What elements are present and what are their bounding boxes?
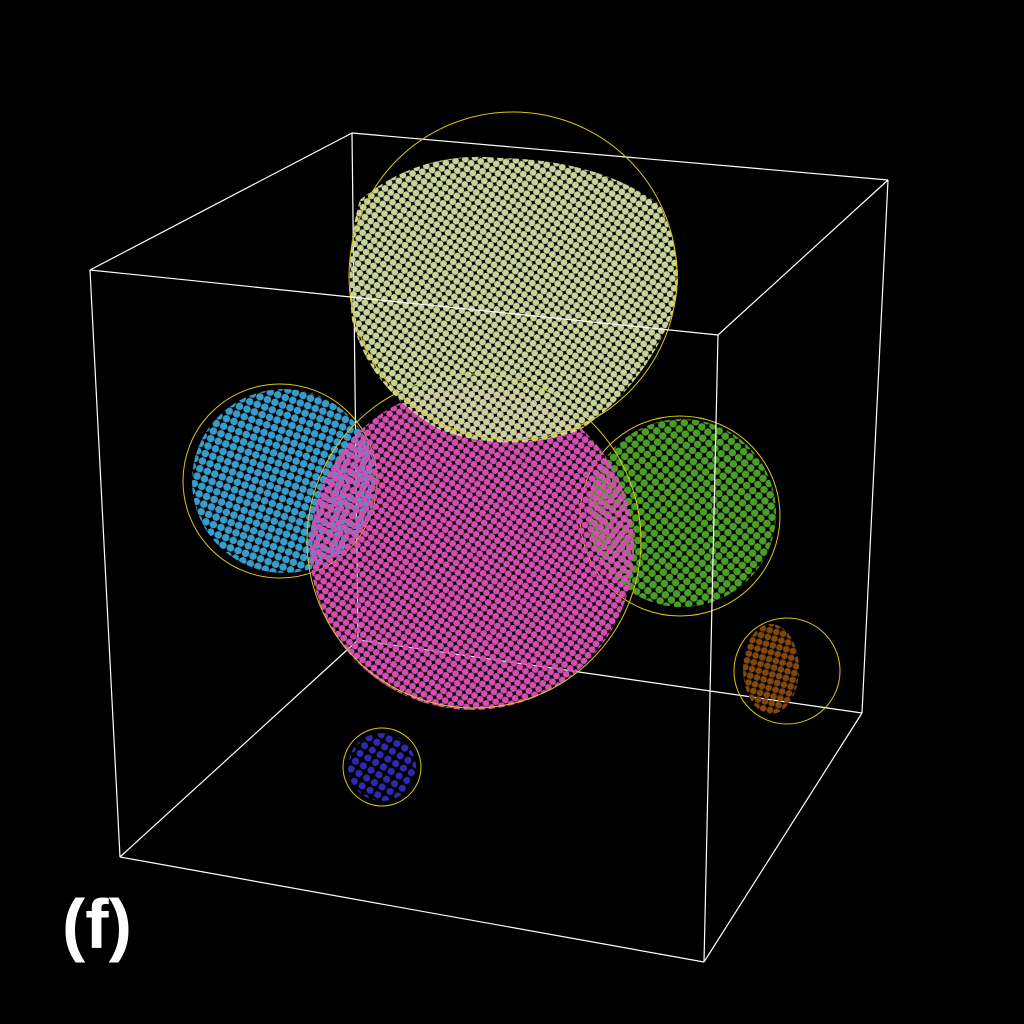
panel-label: (f) — [62, 885, 132, 963]
bounding-box-front — [89, 179, 889, 963]
cluster-indigo — [342, 727, 422, 807]
cluster-pale-green — [348, 111, 678, 443]
cluster-brown — [733, 617, 841, 725]
